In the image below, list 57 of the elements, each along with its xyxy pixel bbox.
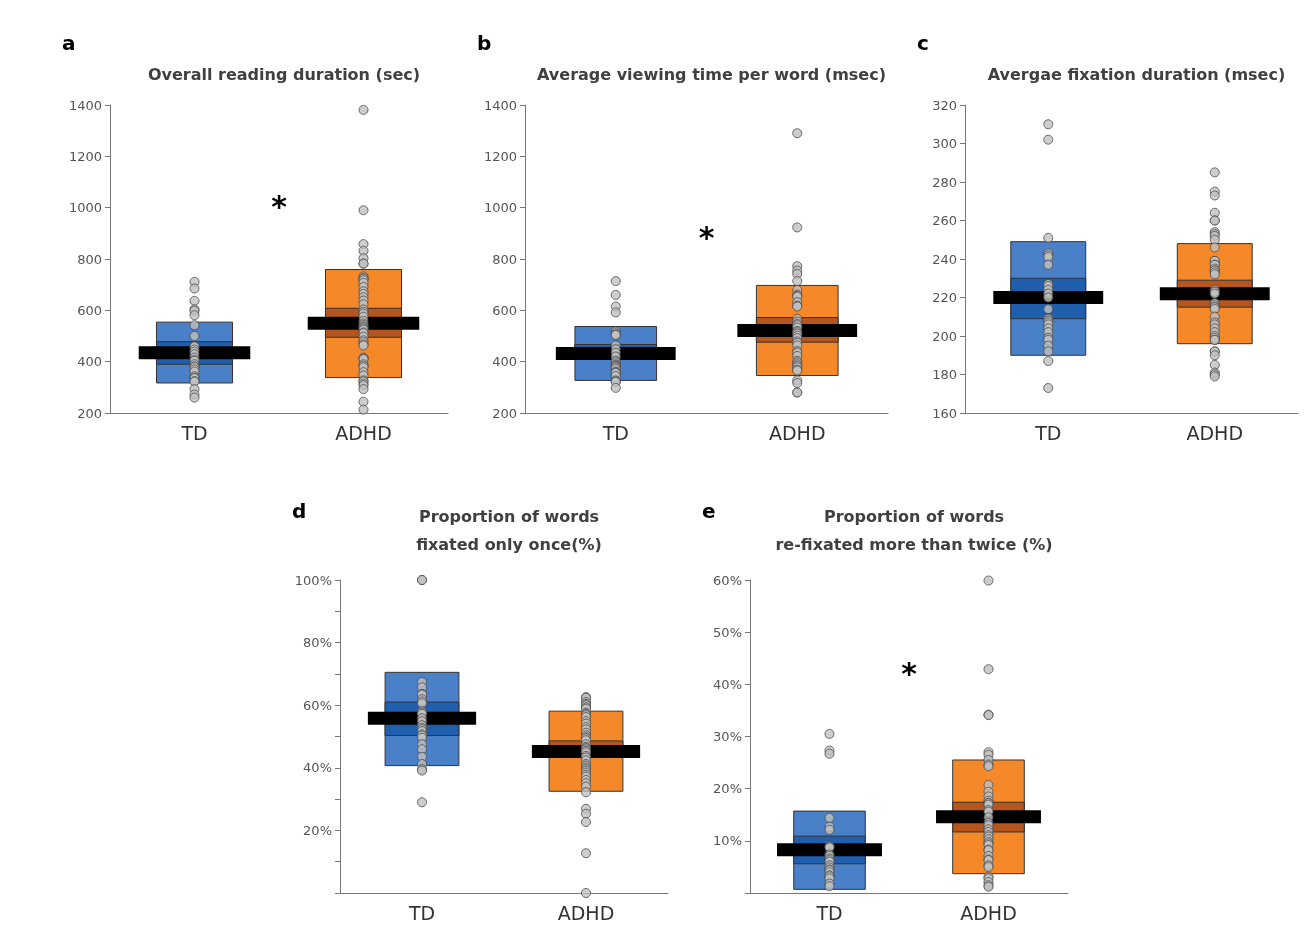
y-tick-label: 10% [713,833,742,849]
x-tick-label: TD [815,901,843,924]
y-tick-label: 240 [932,251,957,267]
chart-title: Average viewing time per word (msec) [537,64,886,84]
x-tick-label: ADHD [768,421,826,444]
y-tick-label: 220 [932,290,957,305]
y-tick-label: 1400 [68,97,102,113]
text: e [702,499,716,523]
y-tick-label: 400 [77,354,102,370]
x-tick-label: ADHD [960,901,1017,924]
y-tick-label: 1000 [68,200,102,216]
y-tick-label: 600 [77,302,102,318]
y-tick-label: 40% [713,676,742,692]
y-tick-label: 80% [303,635,332,651]
text: c [917,31,929,55]
y-tick-label: 800 [77,251,102,267]
y-tick-label: 40% [303,760,332,776]
y-tick-label: 20% [713,781,742,797]
chart-title: Avergae fixation duration (msec) [987,64,1286,84]
x-tick-label: TD [601,421,629,444]
y-tick-label: 200 [77,405,102,421]
y-tick-label: 1000 [483,200,517,216]
y-tick-label: 180 [932,367,957,382]
y-tick-label: 200 [492,405,517,421]
y-tick-label: 400 [492,354,517,370]
x-tick-label: ADHD [557,901,615,924]
y-tick-label: 260 [932,213,957,228]
chart-title: Proportion of words fixated only once(%) [416,506,602,554]
y-tick-label: 1200 [483,148,517,164]
y-tick-label: 60% [713,572,742,588]
y-tick-label: 200 [932,328,957,344]
annotation: * [271,189,288,225]
y-tick-label: 60% [303,697,332,713]
y-tick-label: 160 [932,405,957,421]
text: d [292,499,307,523]
y-tick-label: 30% [713,729,742,744]
annotation: * [901,656,918,692]
x-tick-label: TD [1034,421,1062,444]
x-tick-label: TD [180,421,208,444]
y-tick-label: 600 [492,302,517,318]
text: a [62,31,76,55]
annotation: * [698,219,715,255]
y-tick-label: 20% [303,822,332,838]
x-tick-label: ADHD [335,421,392,444]
y-tick-label: 800 [492,251,517,267]
chart-title: Overall reading duration (sec) [147,64,421,84]
y-tick-label: 280 [932,174,957,190]
x-tick-label: ADHD [1186,421,1244,444]
y-tick-label: 100% [294,572,332,588]
text: b [477,31,492,55]
y-tick-label: 50% [713,624,742,640]
y-tick-label: 1200 [68,148,102,164]
x-tick-label: TD [407,901,436,924]
chart-title: Proportion of words re-fixated more than twice (%) [775,506,1053,554]
y-tick-label: 320 [932,97,957,113]
y-tick-label: 300 [932,136,957,151]
y-tick-label: 1400 [483,97,517,113]
